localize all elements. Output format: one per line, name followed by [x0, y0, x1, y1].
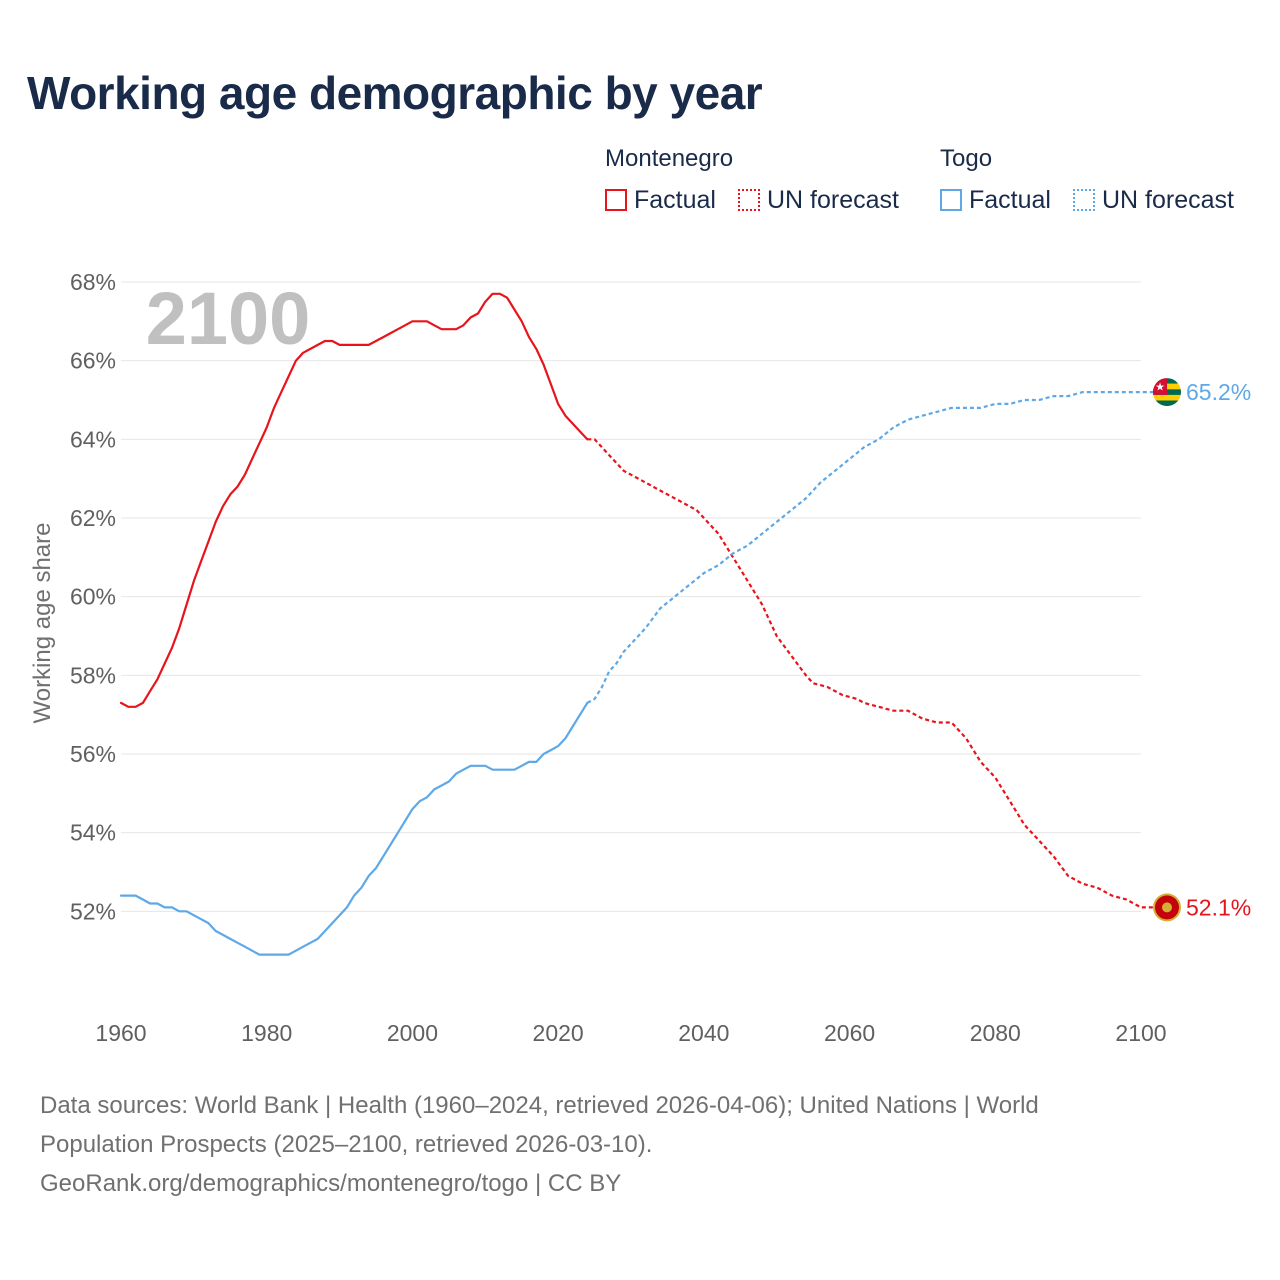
x-tick-label: 1980: [241, 1020, 292, 1046]
y-tick-label: 56%: [70, 741, 116, 767]
legend-swatch-dotted-blue: [1073, 189, 1095, 211]
legend-item-togo-factual[interactable]: Factual: [940, 186, 1051, 214]
x-tick-label: 2060: [824, 1020, 875, 1046]
x-tick-label: 2100: [1115, 1020, 1166, 1046]
y-tick-label: 64%: [70, 426, 116, 452]
x-tick-label: 2040: [678, 1020, 729, 1046]
sources-line-2: Population Prospects (2025–2100, retriev…: [40, 1131, 653, 1158]
legend-swatch-dotted-red: [738, 189, 760, 211]
data-sources: Data sources: World Bank | Health (1960–…: [40, 1086, 1240, 1203]
y-tick-label: 58%: [70, 662, 116, 688]
x-tick-label: 2000: [387, 1020, 438, 1046]
x-tick-label: 2080: [970, 1020, 1021, 1046]
togo-flag-icon: ★: [1153, 378, 1181, 407]
x-tick-label: 1960: [95, 1020, 146, 1046]
legend-swatch-solid-blue: [940, 189, 962, 211]
legend-label: Factual: [969, 185, 1051, 214]
svg-text:★: ★: [1155, 382, 1165, 394]
legend-group-montenegro: Montenegro: [605, 145, 734, 172]
year-overlay: 2100: [146, 277, 311, 360]
legend-label: Factual: [634, 185, 716, 214]
legend-label: UN forecast: [767, 185, 899, 214]
legend-group-togo: Togo: [940, 145, 993, 172]
sources-url[interactable]: GeoRank.org/demographics/montenegro/togo…: [40, 1170, 622, 1197]
series-line-montenegro-factual: [119, 292, 589, 708]
series-line-togo-forecast: [586, 391, 1163, 704]
y-tick-label: 54%: [70, 820, 116, 846]
montenegro-flag-icon: [1153, 893, 1181, 922]
y-tick-label: 60%: [70, 584, 116, 610]
line-chart: 52% 54% 56% 58% 60% 62% 64% 66% 68% 1960 1980 2000…: [29, 269, 1251, 1046]
series-line-togo-factual: [119, 701, 589, 956]
legend-item-togo-forecast[interactable]: UN forecast: [1073, 186, 1234, 214]
legend-item-montenegro-factual[interactable]: Factual: [605, 186, 716, 214]
y-tick-label: 62%: [70, 505, 116, 531]
x-tick-label: 2020: [533, 1020, 584, 1046]
y-axis-label: Working age share: [29, 523, 56, 724]
end-label-montenegro: 52.1%: [1186, 894, 1251, 920]
legend-item-montenegro-forecast[interactable]: UN forecast: [738, 186, 899, 214]
legend-swatch-solid-red: [605, 189, 627, 211]
y-tick-label: 68%: [70, 269, 116, 295]
end-label-togo: 65.2%: [1186, 379, 1251, 405]
y-tick-label: 52%: [70, 898, 116, 924]
series-line-montenegro-forecast: [587, 438, 1163, 909]
y-tick-label: 66%: [70, 348, 116, 374]
legend-label: UN forecast: [1102, 185, 1234, 214]
page-title: Working age demographic by year: [27, 67, 763, 119]
sources-line-1: Data sources: World Bank | Health (1960–…: [40, 1092, 1039, 1119]
